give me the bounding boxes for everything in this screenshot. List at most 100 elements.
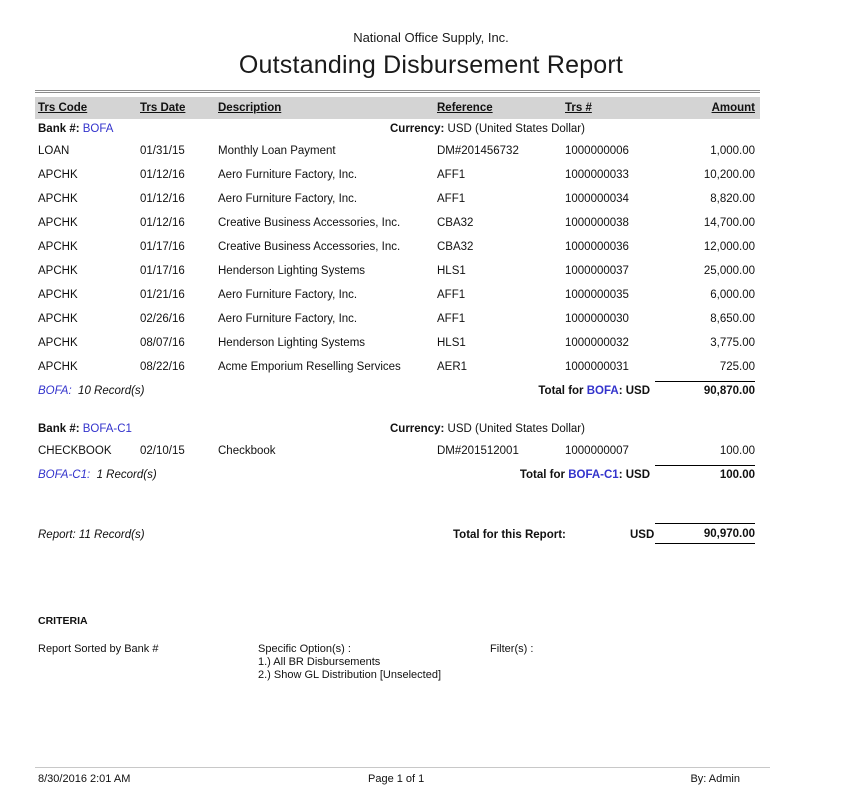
cell-amount: 25,000.00 — [703, 265, 755, 277]
col-header-amount: Amount — [711, 102, 755, 114]
bank-header-row: Bank #: BOFA-C1 Currency: USD (United St… — [35, 421, 760, 439]
currency-label: Currency: — [390, 123, 445, 135]
cell-description: Creative Business Accessories, Inc. — [218, 217, 401, 229]
cell-description: Aero Furniture Factory, Inc. — [218, 193, 358, 205]
cell-trs-date: 01/12/16 — [140, 169, 185, 181]
report-record-count: Report: 11 Record(s) — [38, 529, 145, 541]
cell-reference: AFF1 — [437, 193, 466, 205]
cell-amount: 100.00 — [719, 445, 755, 457]
section-record-count: BOFA-C1: 1 Record(s) — [38, 469, 157, 481]
bank-label: Bank #: — [38, 123, 80, 135]
table-row: APCHK 02/26/16 Aero Furniture Factory, I… — [35, 307, 760, 331]
cell-trs-num: 1000000032 — [565, 337, 629, 349]
cell-amount: 8,650.00 — [710, 313, 755, 325]
cell-trs-num: 1000000038 — [565, 217, 629, 229]
col-header-trs-num: Trs # — [565, 102, 592, 114]
section-total-row: BOFA: 10 Record(s) Total for BOFA: USD 9… — [35, 379, 760, 403]
cell-trs-code: APCHK — [38, 241, 78, 253]
section-total-label: Total for BOFA-C1: USD — [520, 469, 650, 481]
table-row: CHECKBOOK 02/10/15 Checkbook DM#20151200… — [35, 439, 760, 463]
cell-description: Aero Furniture Factory, Inc. — [218, 169, 358, 181]
cell-trs-num: 1000000034 — [565, 193, 629, 205]
cell-reference: CBA32 — [437, 217, 474, 229]
cell-trs-code: APCHK — [38, 217, 78, 229]
cell-trs-code: APCHK — [38, 193, 78, 205]
section-total-suffix: : USD — [618, 469, 650, 481]
cell-trs-code: APCHK — [38, 337, 78, 349]
section-total-prefix: Total for — [519, 469, 569, 481]
table-row: APCHK 01/17/16 Henderson Lighting System… — [35, 259, 760, 283]
cell-trs-num: 1000000036 — [565, 241, 629, 253]
bank-label: Bank #: — [38, 423, 80, 435]
bank-sections: Bank #: BOFA Currency: USD (United State… — [35, 121, 760, 487]
cell-trs-code: APCHK — [38, 169, 78, 181]
column-header-row: Trs Code Trs Date Description Reference … — [35, 97, 760, 119]
footer-page-number: Page 1 of 1 — [368, 773, 425, 785]
criteria-option-1: 1.) All BR Disbursements — [258, 656, 381, 668]
criteria-body: Report Sorted by Bank # Specific Option(… — [35, 643, 760, 703]
cell-trs-date: 01/17/16 — [140, 241, 185, 253]
footer-datetime: 8/30/2016 2:01 AM — [38, 773, 131, 785]
cell-reference: AFF1 — [437, 313, 466, 325]
section-record-count: BOFA: 10 Record(s) — [38, 385, 145, 397]
cell-reference: HLS1 — [437, 265, 466, 277]
currency-info: Currency: USD (United States Dollar) — [390, 123, 585, 135]
cell-trs-num: 1000000006 — [565, 145, 629, 157]
col-header-description: Description — [218, 102, 282, 114]
cell-amount: 3,775.00 — [710, 337, 755, 349]
section-records-bank-link[interactable]: BOFA: — [38, 385, 72, 397]
cell-description: Creative Business Accessories, Inc. — [218, 241, 401, 253]
col-header-trs-code: Trs Code — [38, 102, 88, 114]
page-footer: 8/30/2016 2:01 AM Page 1 of 1 By: Admin — [35, 767, 770, 786]
cell-reference: AFF1 — [437, 289, 466, 301]
table-row: APCHK 01/12/16 Creative Business Accesso… — [35, 211, 760, 235]
cell-reference: AFF1 — [437, 169, 466, 181]
report-total-label: Total for this Report: — [453, 529, 566, 541]
bank-header-row: Bank #: BOFA Currency: USD (United State… — [35, 121, 760, 139]
criteria-filters-label: Filter(s) : — [490, 643, 534, 655]
bank-code-link[interactable]: BOFA — [82, 123, 114, 135]
report-total-row: Report: 11 Record(s) Total for this Repo… — [35, 523, 760, 549]
col-header-trs-date: Trs Date — [140, 102, 186, 114]
table-row: APCHK 01/21/16 Aero Furniture Factory, I… — [35, 283, 760, 307]
table-row: APCHK 08/07/16 Henderson Lighting System… — [35, 331, 760, 355]
bank-number: Bank #: BOFA-C1 — [38, 423, 132, 435]
cell-amount: 12,000.00 — [703, 241, 755, 253]
cell-trs-code: CHECKBOOK — [38, 445, 112, 457]
section-rows: CHECKBOOK 02/10/15 Checkbook DM#20151200… — [35, 439, 760, 463]
currency-label: Currency: — [390, 423, 445, 435]
report-total-amount: 90,970.00 — [655, 523, 755, 544]
section-rows: LOAN 01/31/15 Monthly Loan Payment DM#20… — [35, 139, 760, 379]
section-total-bank-code: BOFA-C1 — [568, 469, 619, 481]
cell-description: Henderson Lighting Systems — [218, 265, 366, 277]
bank-section: Bank #: BOFA-C1 Currency: USD (United St… — [35, 421, 760, 487]
bank-code-link[interactable]: BOFA-C1 — [82, 423, 132, 435]
report-header: National Office Supply, Inc. Outstanding… — [0, 0, 862, 80]
section-total-amount: 100.00 — [655, 465, 755, 481]
cell-description: Aero Furniture Factory, Inc. — [218, 313, 358, 325]
cell-description: Checkbook — [218, 445, 276, 457]
company-name: National Office Supply, Inc. — [353, 30, 509, 45]
section-records-bank-link[interactable]: BOFA-C1: — [38, 469, 91, 481]
cell-trs-date: 01/12/16 — [140, 217, 185, 229]
section-total-prefix: Total for — [538, 385, 587, 397]
section-total-amount: 90,870.00 — [655, 381, 755, 397]
section-total-row: BOFA-C1: 1 Record(s) Total for BOFA-C1: … — [35, 463, 760, 487]
cell-trs-num: 1000000007 — [565, 445, 629, 457]
criteria-heading: CRITERIA — [38, 615, 88, 627]
cell-trs-date: 01/17/16 — [140, 265, 185, 277]
report-content: Trs Code Trs Date Description Reference … — [35, 90, 760, 703]
section-records-count: 1 Record(s) — [90, 469, 157, 481]
cell-reference: DM#201512001 — [437, 445, 519, 457]
header-double-rule — [35, 90, 760, 93]
bank-number: Bank #: BOFA — [38, 123, 113, 135]
table-row: LOAN 01/31/15 Monthly Loan Payment DM#20… — [35, 139, 760, 163]
table-row: APCHK 08/22/16 Acme Emporium Reselling S… — [35, 355, 760, 379]
cell-amount: 8,820.00 — [710, 193, 755, 205]
cell-reference: AER1 — [437, 361, 468, 373]
cell-trs-code: APCHK — [38, 289, 78, 301]
cell-reference: DM#201456732 — [437, 145, 519, 157]
page-title: Outstanding Disbursement Report — [238, 51, 624, 79]
report-total-currency: USD — [630, 529, 655, 541]
